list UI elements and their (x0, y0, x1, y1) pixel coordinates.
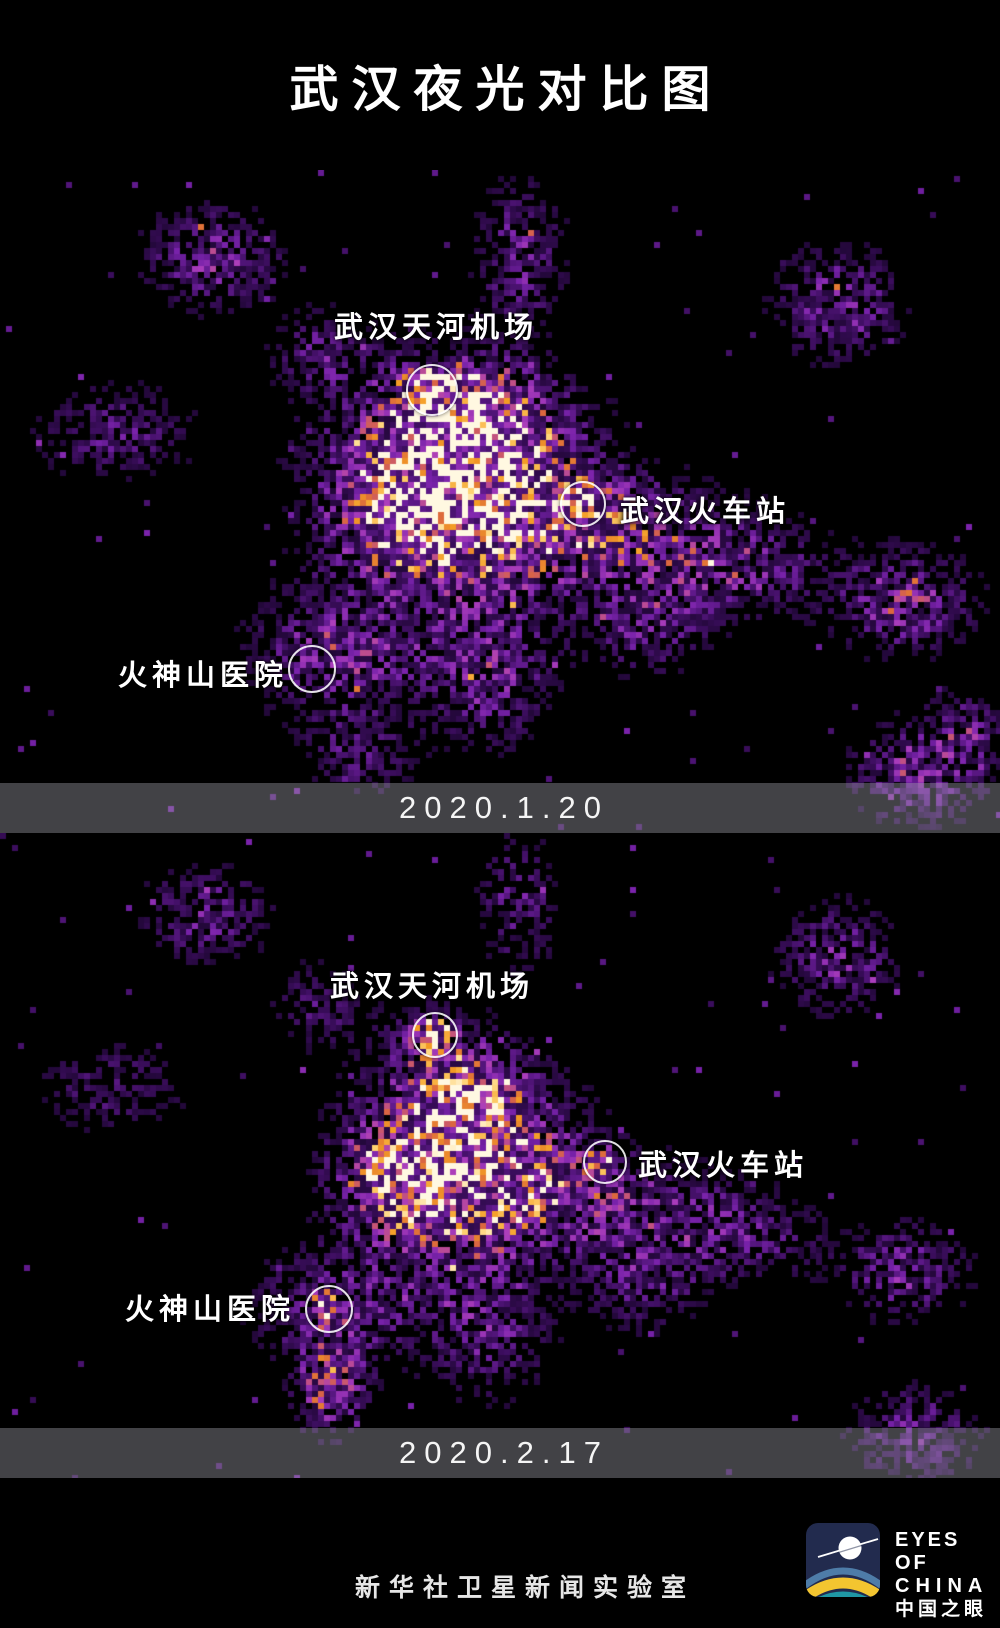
date-band-jan20: 2020.1.20 (0, 783, 1000, 833)
date-label-feb17: 2020.2.17 (399, 1435, 609, 1470)
map-panel-feb17: 2020.2.17 (0, 833, 1000, 1478)
eyes-of-china-logo: EYES OF CHINA 中国之眼 (806, 1523, 996, 1620)
logo-wordmark: EYES OF CHINA 中国之眼 (895, 1529, 996, 1622)
nightlight-map-jan20 (0, 170, 1000, 833)
logo-text-line2: CHINA (895, 1575, 989, 1597)
credit-text: 新华社卫星新闻实验室 (354, 1574, 696, 1602)
logo-text-line3: 中国之眼 (895, 1599, 988, 1620)
date-band-feb17: 2020.2.17 (0, 1428, 1000, 1478)
satellite-logo-icon (806, 1523, 880, 1597)
page-title: 武汉夜光对比图 (289, 63, 724, 117)
date-label-jan20: 2020.1.20 (399, 790, 609, 825)
logo-text-line1: EYES OF (895, 1529, 961, 1574)
map-panel-jan20: 2020.1.20 (0, 170, 1000, 833)
nightlight-map-feb17 (0, 833, 1000, 1478)
